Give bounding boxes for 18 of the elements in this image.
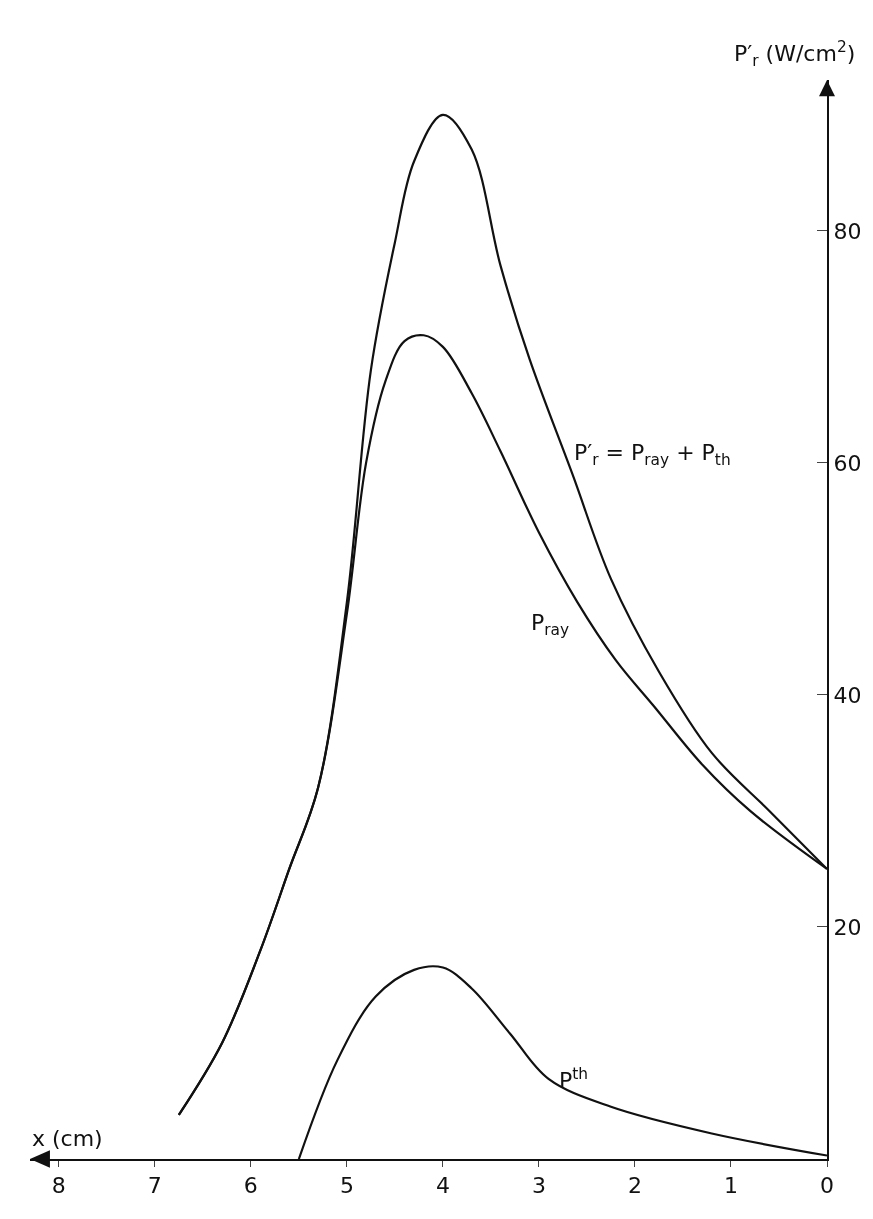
series-label: P$^{th}$ [559, 1065, 589, 1094]
x-tick-label: 8 [51, 1173, 66, 1199]
x-tick-label: 0 [820, 1173, 834, 1199]
y-axis-title: P′$_{r}$ (W/cm$^{2}$) [734, 38, 856, 70]
x-tick-label: 6 [243, 1173, 258, 1199]
y-tick-label: 60 [833, 450, 862, 476]
series-label: P′$_{r}$ = P$_{ray}$ + P$_{th}$ [574, 440, 731, 469]
x-tick-label: 3 [531, 1173, 546, 1199]
x-tick-label: 5 [339, 1173, 354, 1199]
x-axis-title: x (cm) [32, 1126, 103, 1151]
x-tick-label: 2 [627, 1173, 642, 1199]
y-tick-label: 20 [833, 914, 862, 940]
y-tick-label: 40 [833, 682, 862, 708]
x-tick-label: 1 [723, 1173, 738, 1199]
x-tick-label: 7 [147, 1173, 162, 1199]
x-tick-label: 4 [435, 1173, 450, 1199]
series-label: P$_{ray}$ [531, 610, 570, 639]
y-tick-label: 80 [833, 218, 862, 244]
